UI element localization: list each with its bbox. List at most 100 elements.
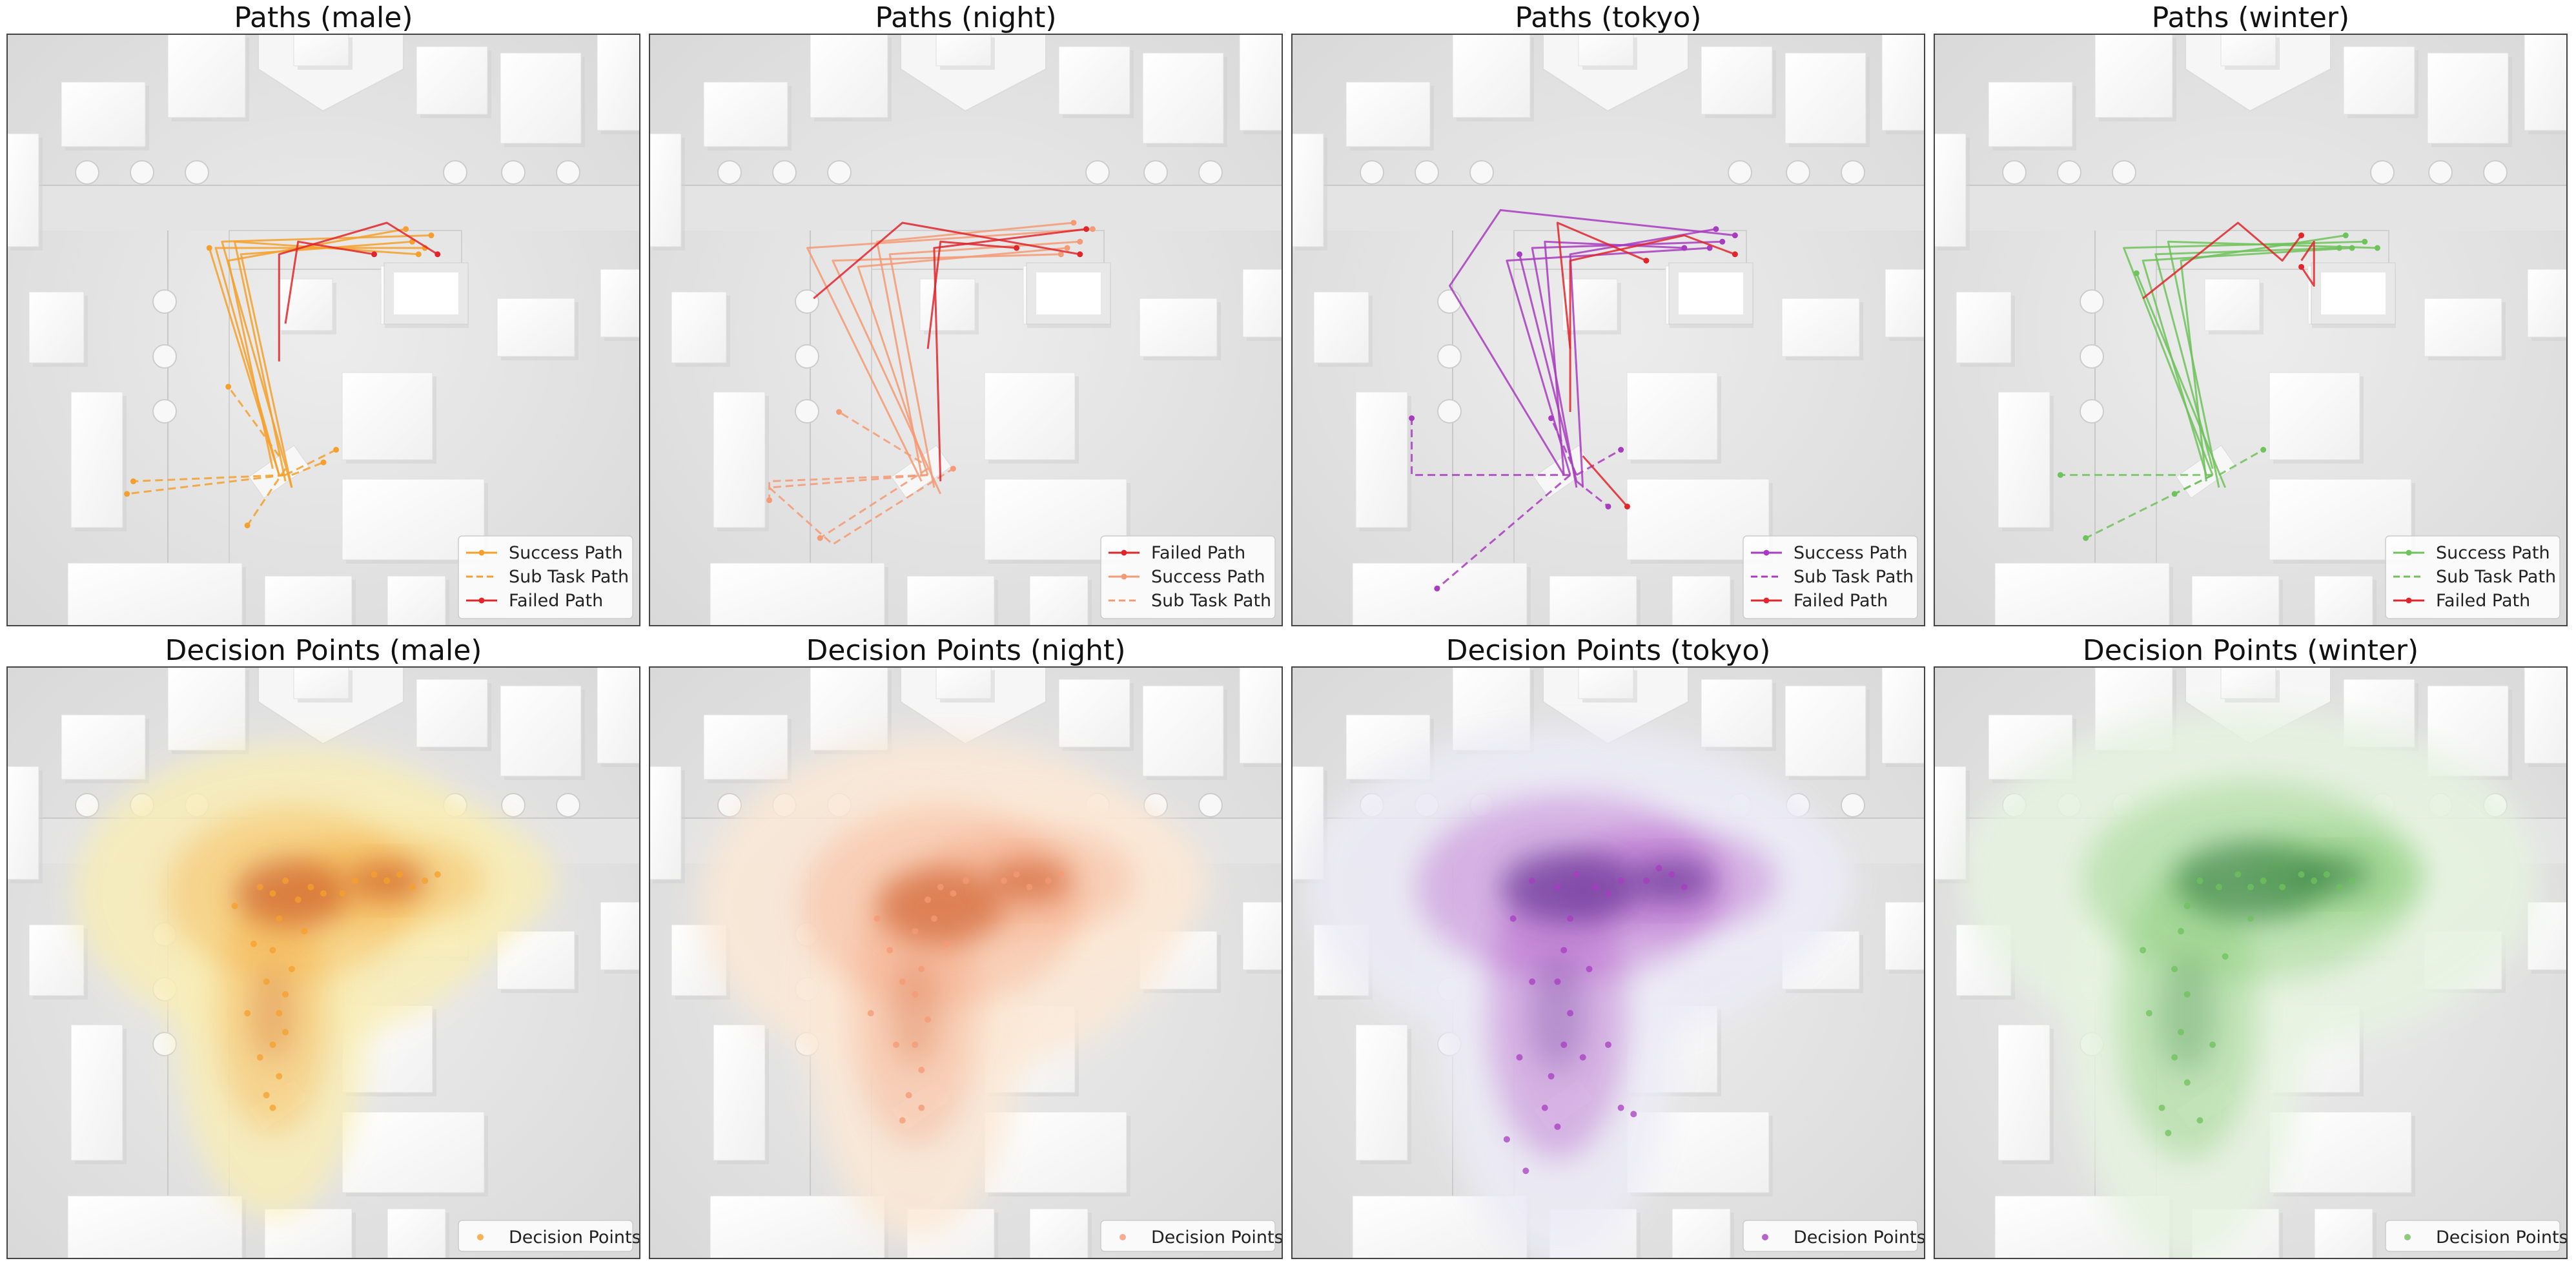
sub-task-path-end [950,466,956,472]
decision-point [1560,947,1568,954]
decision-point [1617,878,1624,885]
decision-point [2183,1079,2191,1086]
paths-layer [124,221,441,529]
decision-point [1516,1054,1523,1061]
decision-point [269,947,276,954]
decision-point [1058,871,1065,878]
decision-point [1548,1073,1555,1080]
plot-area: Decision Points [1291,666,1925,1259]
decision-point [1579,1054,1586,1061]
success-path [2167,240,2378,488]
legend-marker [2404,1234,2411,1240]
panel-winter: Paths (winter) Success Path Sub Task Path F… [1934,1,2568,628]
paths-layer [2057,221,2380,541]
decision-point [383,878,391,885]
decision-point [925,1016,932,1023]
failed-path-end [1014,245,1020,251]
success-path [832,253,1061,495]
paths-layer [1409,209,1738,591]
panel-title: Decision Points (tokyo) [1446,634,1771,667]
decision-point [950,890,957,897]
success-path [1506,247,1710,476]
density-layer [75,746,556,1218]
decision-point [2183,991,2191,998]
plot-area: Success Path Sub Task Path Failed Path [1934,34,2568,626]
sub-task-path-end [1409,415,1415,422]
success-path [2154,247,2340,469]
success-path [208,247,280,476]
legend-label: Success Path [1794,543,1908,563]
decision-point [1045,878,1052,885]
sub-task-path-end [1618,447,1624,453]
decision-point [2171,1054,2178,1061]
decision-point [409,883,416,890]
decision-point [282,991,289,998]
decision-point [1586,965,1593,972]
axes-frame [6,666,640,1259]
failed-path-end [1077,251,1083,258]
decision-point [320,890,327,897]
sub-task-path-end [333,447,340,453]
decision-point [1642,878,1650,885]
decision-point [2158,1104,2165,1111]
decision-point [244,1010,251,1017]
decision-point [1522,1167,1529,1175]
sub-task-path-end [817,535,823,541]
legend-label: Sub Task Path [509,567,629,587]
decision-point [1013,871,1020,878]
panel-title: Paths (tokyo) [1515,1,1702,34]
decision-point [269,890,276,897]
decision-point [2298,871,2305,878]
decision-points-layer [2140,871,2356,1136]
density-core [1500,850,1641,925]
decision-point [276,1073,283,1080]
failed-path-end [371,251,378,258]
decision-point [1567,915,1574,922]
decision-point [1560,1041,1568,1048]
decision-point [1529,878,1536,885]
decision-point [918,1104,925,1111]
success-path-end [1070,220,1077,226]
legend: Failed Path Success Path Sub Task Path [1100,535,1276,619]
sub-task-path-end [1605,503,1611,509]
failed-path [813,221,1081,300]
decision-point [918,965,925,972]
axes-frame [1291,34,1925,626]
decision-point [422,878,429,885]
decision-point [2247,883,2254,890]
sub-task-path-end [2083,535,2089,541]
decision-point [269,1041,276,1048]
legend-marker [477,1234,484,1240]
plot-area: Decision Points [6,666,640,1259]
decision-point [1592,883,1599,890]
axes-frame [649,34,1283,626]
axes-frame [649,666,1283,1259]
success-path-end [1719,238,1726,245]
decision-point [1554,883,1561,890]
decision-point [1529,978,1536,985]
density-core [877,866,1004,946]
failed-path [2142,221,2302,300]
decision-point [930,915,937,922]
decision-point [2183,903,2191,910]
decision-point [2165,1129,2172,1136]
decision-point [2234,871,2242,878]
decision-point [899,1117,906,1124]
legend-label: Failed Path [509,591,603,611]
plot-area: Decision Points [649,666,1283,1259]
success-path [1531,240,1722,488]
sub-task-path [1436,474,1571,590]
decision-point [2323,871,2330,878]
panel-title: Paths (winter) [2151,1,2350,34]
success-path-end [2336,245,2342,251]
density-core [889,960,941,1067]
decision-point [1503,1136,1510,1143]
density-core [2158,954,2216,1072]
decision-point [288,965,295,972]
legend-label: Success Path [2436,543,2550,563]
failed-path [1582,455,1628,508]
decision-point [918,1067,925,1074]
sub-task-path [291,461,324,476]
legend-label: Success Path [509,543,623,563]
decision-point [943,940,950,947]
